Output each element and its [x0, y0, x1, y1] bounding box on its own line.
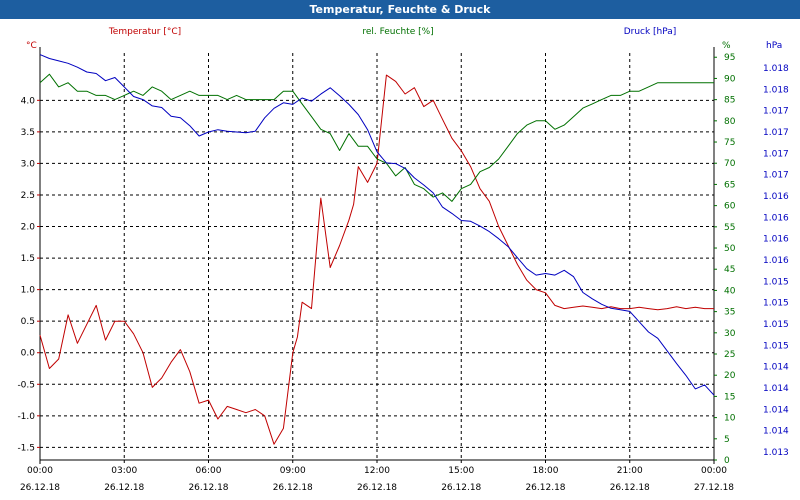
temperature-tick-label: 1.0 — [21, 286, 36, 296]
humidity-unit-label: % — [722, 41, 731, 51]
pressure-tick-label: 1.014 — [763, 363, 789, 373]
pressure-tick-label: 1.015 — [763, 320, 789, 330]
humidity-tick-label: 60 — [724, 202, 736, 212]
temperature-axis-label: Temperatur [°C] — [108, 27, 181, 37]
pressure-tick-label: 1.018 — [763, 64, 789, 74]
humidity-tick-label: 65 — [724, 180, 735, 190]
x-tick-date: 26.12.18 — [610, 483, 650, 493]
humidity-tick-label: 35 — [724, 308, 735, 318]
humidity-tick-label: 45 — [724, 265, 735, 275]
humidity-tick-label: 25 — [724, 350, 735, 360]
tick-labels: 4.0 3.5 3.0 2.5 2.0 1.5 1.0 0.5 0.0 -0.5 -1.0 -1.5 9… — [17, 53, 789, 493]
humidity-tick-label: 20 — [724, 371, 736, 381]
humidity-tick-label: 50 — [724, 244, 736, 254]
x-tick-date: 26.12.18 — [525, 483, 565, 493]
pressure-axis-label: Druck [hPa] — [624, 27, 677, 37]
x-tick-time: 18:00 — [533, 466, 559, 476]
humidity-tick-label: 0 — [724, 456, 730, 466]
grid-lines — [39, 53, 715, 460]
humidity-tick-label: 80 — [724, 117, 736, 127]
pressure-series-line — [39, 54, 715, 396]
x-tick-time: 00:00 — [701, 466, 727, 476]
pressure-tick-label: 1.017 — [763, 128, 789, 138]
humidity-tick-label: 30 — [724, 329, 736, 339]
pressure-tick-label: 1.014 — [763, 384, 789, 394]
x-tick-time: 06:00 — [196, 466, 222, 476]
temperature-tick-label: 0.5 — [21, 317, 35, 327]
pressure-unit-label: hPa — [766, 41, 782, 51]
temperature-tick-label: 0.0 — [21, 349, 36, 359]
temperature-tick-label: 3.0 — [21, 159, 36, 169]
axis-labels: °C Temperatur [°C] rel. Feuchte [%] Druck [… — [26, 27, 782, 51]
temperature-unit-label: °C — [26, 41, 37, 51]
humidity-tick-label: 70 — [724, 159, 736, 169]
humidity-tick-label: 75 — [724, 138, 735, 148]
humidity-tick-label: 55 — [724, 223, 735, 233]
x-tick-date: 26.12.18 — [20, 483, 60, 493]
pressure-tick-label: 1.016 — [763, 235, 789, 245]
humidity-tick-label: 85 — [724, 96, 735, 106]
x-tick-time: 00:00 — [27, 466, 53, 476]
x-tick-date: 26.12.18 — [273, 483, 313, 493]
x-tick-date: 26.12.18 — [357, 483, 397, 493]
x-tick-time: 15:00 — [448, 466, 474, 476]
temperature-tick-label: 1.5 — [21, 254, 35, 264]
humidity-tick-label: 5 — [724, 435, 730, 445]
temperature-tick-label: 2.5 — [21, 191, 35, 201]
x-tick-date: 26.12.18 — [441, 483, 481, 493]
temperature-tick-label: 2.0 — [21, 223, 36, 233]
pressure-tick-label: 1.015 — [763, 299, 789, 309]
pressure-tick-label: 1.015 — [763, 341, 789, 351]
humidity-axis-label: rel. Feuchte [%] — [362, 27, 433, 37]
x-tick-date: 26.12.18 — [104, 483, 144, 493]
humidity-tick-label: 90 — [724, 74, 736, 84]
pressure-tick-label: 1.016 — [763, 256, 789, 266]
x-tick-date: 26.12.18 — [188, 483, 228, 493]
pressure-tick-label: 1.017 — [763, 149, 789, 159]
temperature-tick-label: 4.0 — [21, 96, 36, 106]
pressure-tick-label: 1.017 — [763, 171, 789, 181]
temperature-tick-label: -0.5 — [17, 380, 35, 390]
pressure-tick-label: 1.016 — [763, 213, 789, 223]
x-tick-time: 12:00 — [364, 466, 390, 476]
chart-area: 4.0 3.5 3.0 2.5 2.0 1.5 1.0 0.5 0.0 -0.5 -1.0 -1.5 9… — [0, 19, 800, 500]
x-tick-date: 27.12.18 — [694, 483, 734, 493]
x-tick-time: 09:00 — [280, 466, 306, 476]
temperature-tick-label: 3.5 — [21, 128, 35, 138]
humidity-tick-label: 15 — [724, 392, 735, 402]
temperature-tick-label: -1.0 — [17, 412, 35, 422]
temperature-tick-label: -1.5 — [17, 443, 35, 453]
pressure-tick-label: 1.018 — [763, 85, 789, 95]
pressure-tick-label: 1.014 — [763, 427, 789, 437]
window-title: Temperatur, Feuchte & Druck — [0, 0, 800, 19]
humidity-series-line — [39, 73, 714, 202]
x-tick-time: 21:00 — [617, 466, 643, 476]
pressure-tick-label: 1.016 — [763, 192, 789, 202]
humidity-tick-label: 10 — [724, 414, 736, 424]
pressure-tick-label: 1.015 — [763, 277, 789, 287]
pressure-tick-label: 1.013 — [763, 448, 789, 458]
x-tick-time: 03:00 — [111, 466, 137, 476]
pressure-tick-label: 1.014 — [763, 405, 789, 415]
chart: 4.0 3.5 3.0 2.5 2.0 1.5 1.0 0.5 0.0 -0.5 -1.0 -1.5 9… — [17, 27, 789, 493]
temperature-series-line — [39, 74, 714, 445]
humidity-tick-label: 40 — [724, 286, 736, 296]
pressure-tick-label: 1.017 — [763, 107, 789, 117]
series-lines — [39, 54, 715, 445]
humidity-tick-label: 95 — [724, 53, 735, 63]
